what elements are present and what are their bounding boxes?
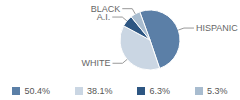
svg-text:WHITE: WHITE bbox=[82, 58, 111, 68]
html-text:6.3%: 6.3% bbox=[149, 86, 170, 96]
html-text:50.4%: 50.4% bbox=[24, 86, 50, 96]
html-text:38.1%: 38.1% bbox=[87, 86, 113, 96]
svg-text:A.I.: A.I. bbox=[96, 12, 111, 22]
html-text:5.3%: 5.3% bbox=[207, 86, 228, 96]
svg-text:HISPANIC: HISPANIC bbox=[196, 23, 232, 33]
svg-text:BLACK: BLACK bbox=[91, 4, 121, 14]
